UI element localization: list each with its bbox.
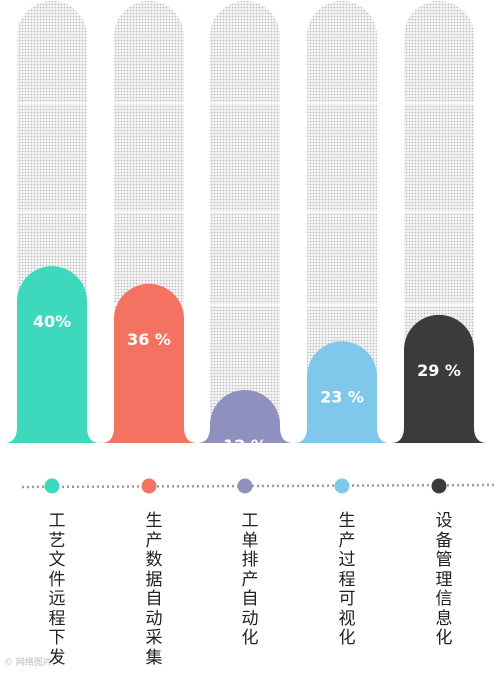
data-label: 40% — [33, 312, 71, 331]
category-label: 工艺文件远程下发 — [48, 511, 66, 668]
tube-background — [307, 1, 377, 443]
watermark: © 网络图片 — [4, 658, 52, 668]
category-label: 生产过程可视化 — [338, 511, 356, 648]
bar — [101, 283, 197, 443]
data-label: 36 % — [127, 330, 171, 349]
bar — [4, 266, 100, 443]
data-label: 29 % — [417, 361, 461, 380]
timeline-dot — [237, 478, 253, 494]
category-label: 生产数据自动采集 — [145, 511, 163, 668]
timeline-dot — [44, 478, 60, 494]
category-label: 工单排产自动化 — [241, 511, 259, 648]
timeline-dot — [431, 478, 447, 494]
tube-background — [210, 1, 280, 443]
bars: 40% 36 % 12 % 23 % 29 % — [4, 266, 487, 455]
timeline-dot — [141, 478, 157, 494]
timeline-line — [21, 483, 495, 489]
bar — [294, 341, 390, 443]
data-label: 23 % — [320, 387, 364, 406]
timeline-dot — [334, 478, 350, 494]
timeline — [21, 478, 495, 494]
bar — [391, 314, 487, 443]
data-label: 12 % — [223, 436, 267, 455]
bar — [197, 389, 293, 443]
category-label: 设备管理信息化 — [435, 511, 453, 648]
